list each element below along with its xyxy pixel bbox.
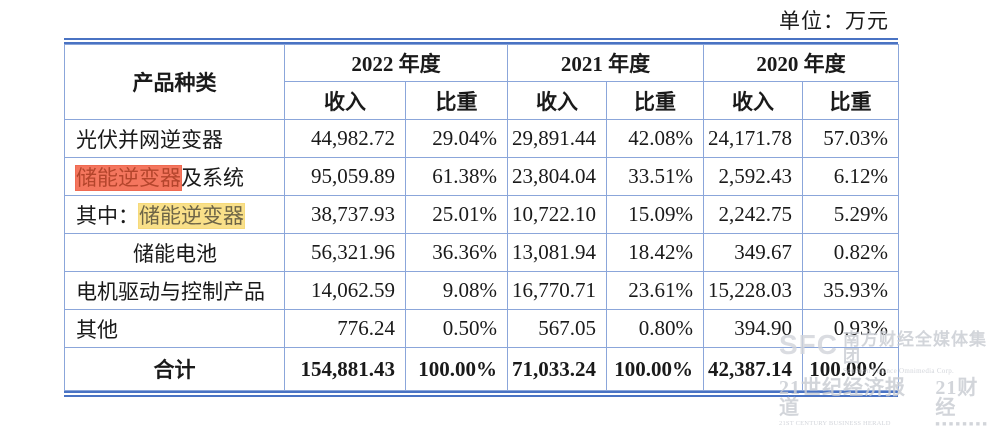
income-2022-cell: 776.24 [284,309,406,348]
proportion-2022-cell: 61.38% [405,157,508,196]
income-2022-cell: 44,982.72 [284,119,406,158]
income-2020-cell: 24,171.78 [703,119,803,158]
total-income-2020-cell: 42,387.14 [703,347,803,391]
header-proportion-2022: 比重 [405,81,508,120]
product-name: 储能电池 [133,241,217,266]
proportion-2021-cell: 42.08% [606,119,704,158]
proportion-2021-cell: 18.42% [606,233,704,272]
proportion-2022-cell: 29.04% [405,119,508,158]
proportion-2021-cell: 23.61% [606,271,704,310]
product-name-cell: 电机驱动与控制产品 [64,271,285,310]
total-row: 合计 154,881.43 100.00% 71,033.24 100.00% … [64,347,899,391]
table-row: 电机驱动与控制产品 14,062.59 9.08% 16,770.71 23.6… [64,271,899,310]
search-highlight-match: 储能逆变器 [139,203,244,228]
header-proportion-2021: 比重 [606,81,704,120]
header-income-2020: 收入 [703,81,803,120]
proportion-2021-cell: 15.09% [606,195,704,234]
income-2022-cell: 95,059.89 [284,157,406,196]
watermark-caijing-block: 21财经 ■■■■■■■■ [935,378,997,428]
search-highlight-current: 储能逆变器 [76,165,181,190]
watermark-herald-block: 21世纪经济报道 21ST CENTURY BUSINESS HERALD [779,378,921,428]
income-2021-cell: 567.05 [507,309,607,348]
watermark-corp-name-en: Southern Finance Omnimedia Corp. [843,367,955,375]
proportion-2020-cell: 0.93% [802,309,899,348]
product-name: 其中： [76,203,139,228]
watermark-corp-name-cn: 南方财经全媒体集团 [843,330,987,366]
income-2022-cell: 38,737.93 [284,195,406,234]
income-2020-cell: 15,228.03 [703,271,803,310]
table-row: 其中：储能逆变器 38,737.93 25.01% 10,722.10 15.0… [64,195,899,234]
unit-label: 单位：万元 [779,9,889,33]
product-name-cell: 储能电池 [64,233,285,272]
header-product-category: 产品种类 [64,44,285,120]
income-2020-cell: 2,592.43 [703,157,803,196]
income-2021-cell: 16,770.71 [507,271,607,310]
income-2021-cell: 29,891.44 [507,119,607,158]
proportion-2020-cell: 0.82% [802,233,899,272]
income-2020-cell: 349.67 [703,233,803,272]
table-row: 储能逆变器及系统 95,059.89 61.38% 23,804.04 33.5… [64,157,899,196]
total-label-cell: 合计 [64,347,285,391]
income-2020-cell: 2,242.75 [703,195,803,234]
header-income-2021: 收入 [507,81,607,120]
proportion-2022-cell: 9.08% [405,271,508,310]
proportion-2020-cell: 35.93% [802,271,899,310]
income-2021-cell: 23,804.04 [507,157,607,196]
product-name: 及系统 [181,165,244,190]
proportion-2021-cell: 0.80% [606,309,704,348]
table-row: 储能电池 56,321.96 36.36% 13,081.94 18.42% 3… [64,233,899,272]
product-name-cell: 其他 [64,309,285,348]
product-name-cell: 光伏并网逆变器 [64,119,285,158]
total-proportion-2020-cell: 100.00% [802,347,899,391]
table-row: 其他 776.24 0.50% 567.05 0.80% 394.90 0.93… [64,309,899,348]
header-proportion-2020: 比重 [802,81,899,120]
header-year-2020: 2020 年度 [703,44,899,82]
product-name-cell: 其中：储能逆变器 [64,195,285,234]
watermark-top-row: SFC 南方财经全媒体集团 Southern Finance Omnimedia… [779,331,997,375]
header-year-2021: 2021 年度 [507,44,704,82]
total-income-2021-cell: 71,033.24 [507,347,607,391]
watermark-app-icons: ■■■■■■■■ [935,420,990,428]
watermark-herald-cn: 21世纪经济报道 [779,377,906,419]
product-name: 其他 [76,317,118,342]
watermark-caijing-cn: 21财经 [935,377,979,419]
product-name: 电机驱动与控制产品 [76,279,265,304]
watermark: SFC 南方财经全媒体集团 Southern Finance Omnimedia… [779,331,997,428]
total-proportion-2021-cell: 100.00% [606,347,704,391]
sfc-logo: SFC [779,329,838,360]
total-income-2022-cell: 154,881.43 [284,347,406,391]
income-2022-cell: 56,321.96 [284,233,406,272]
income-2022-cell: 14,062.59 [284,271,406,310]
proportion-2022-cell: 0.50% [405,309,508,348]
proportion-2020-cell: 5.29% [802,195,899,234]
proportion-2020-cell: 57.03% [802,119,899,158]
watermark-bottom-row: 21世纪经济报道 21ST CENTURY BUSINESS HERALD 21… [779,378,997,428]
watermark-herald-en: 21ST CENTURY BUSINESS HERALD [779,420,891,427]
total-proportion-2022-cell: 100.00% [405,347,508,391]
proportion-2022-cell: 25.01% [405,195,508,234]
proportion-2020-cell: 6.12% [802,157,899,196]
income-2021-cell: 13,081.94 [507,233,607,272]
product-name: 光伏并网逆变器 [76,127,223,152]
product-revenue-table: 产品种类 2022 年度 2021 年度 2020 年度 收入 比重 收入 比重… [64,44,899,391]
income-2020-cell: 394.90 [703,309,803,348]
header-year-2022: 2022 年度 [284,44,508,82]
table-row: 光伏并网逆变器 44,982.72 29.04% 29,891.44 42.08… [64,119,899,158]
proportion-2021-cell: 33.51% [606,157,704,196]
watermark-corp-block: 南方财经全媒体集团 Southern Finance Omnimedia Cor… [843,331,997,375]
revenue-table: 产品种类 2022 年度 2021 年度 2020 年度 收入 比重 收入 比重… [64,38,899,397]
proportion-2022-cell: 36.36% [405,233,508,272]
income-2021-cell: 10,722.10 [507,195,607,234]
product-name-cell: 储能逆变器及系统 [64,157,285,196]
header-income-2022: 收入 [284,81,406,120]
